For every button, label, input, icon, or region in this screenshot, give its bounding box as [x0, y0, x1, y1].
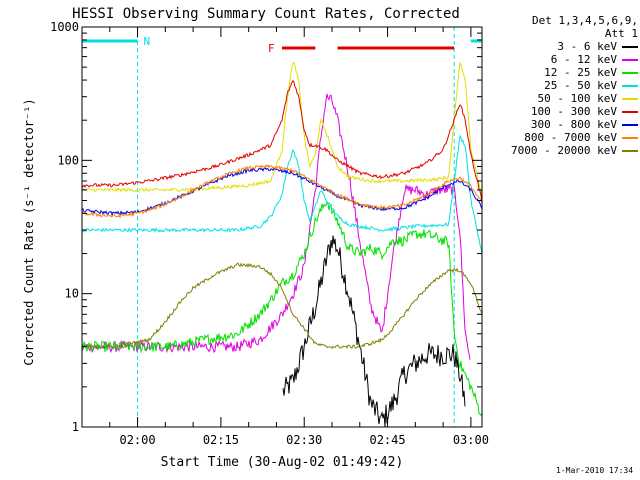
series-line-3	[81, 134, 483, 256]
x-tick-label-2: 02:30	[286, 433, 322, 447]
legend-swatch	[622, 71, 638, 74]
legend-label: 3 - 6 keV	[557, 40, 617, 53]
legend-label: 7000 - 20000 keV	[511, 144, 617, 157]
legend-header-attenuator: Att 1	[604, 27, 638, 40]
flare-label: F	[268, 42, 275, 55]
x-tick-label-3: 02:45	[369, 433, 405, 447]
legend-swatch	[622, 58, 638, 61]
series-line-7	[81, 164, 483, 219]
series-line-8	[81, 262, 483, 350]
y-tick-label-1: 10	[65, 287, 79, 301]
y-tick-label-0: 1	[72, 420, 79, 434]
legend-entry-1: 6 - 12 keV	[488, 53, 638, 66]
legend-label: 25 - 50 keV	[544, 79, 617, 92]
legend-label: 6 - 12 keV	[550, 53, 617, 66]
legend-entry-4: 50 - 100 keV	[488, 92, 638, 105]
series-line-6	[81, 167, 483, 217]
legend-swatch	[622, 84, 638, 87]
x-tick-label-4: 03:00	[453, 433, 489, 447]
legend-entry-8: 7000 - 20000 keV	[488, 144, 638, 157]
legend-entry-2: 12 - 25 keV	[488, 66, 638, 79]
axis-layer: 1 10 100 1000 02:00 02:15 02:30 02:45 03:00	[50, 20, 489, 447]
footer-date: 1-Mar-2010 17:34	[556, 466, 634, 475]
legend-entry-3: 25 - 50 keV	[488, 79, 638, 92]
legend-swatch	[622, 45, 638, 48]
legend-label: 12 - 25 keV	[544, 66, 617, 79]
plot-frame	[81, 26, 483, 428]
chart-title: HESSI Observing Summary Count Rates, Cor…	[72, 6, 460, 22]
legend-label: 100 - 300 keV	[530, 105, 617, 118]
y-tick-label-3: 1000	[50, 20, 79, 34]
legend-swatch	[622, 149, 638, 152]
series-line-5	[81, 79, 483, 201]
legend-label: 50 - 100 keV	[537, 92, 617, 105]
series-line-4	[81, 61, 483, 196]
x-axis-label: Start Time (30-Aug-02 01:49:42)	[161, 455, 404, 470]
y-tick-label-2: 100	[57, 153, 79, 167]
series-line-0	[282, 235, 466, 427]
legend-swatch	[622, 123, 638, 126]
legend-entry-5: 100 - 300 keV	[488, 105, 638, 118]
legend-header-detectors: Det 1,3,4,5,6,9,	[532, 14, 638, 27]
x-tick-label-1: 02:15	[203, 433, 239, 447]
legend-entry-0: 3 - 6 keV	[488, 40, 638, 53]
legend-entry-6: 300 - 800 keV	[488, 118, 638, 131]
series-layer	[81, 61, 483, 427]
series-line-2	[81, 201, 483, 417]
y-axis-label: Corrected Count Rate (s⁻¹ detector⁻¹)	[22, 98, 36, 365]
legend: Det 1,3,4,5,6,9, Att 1 3 - 6 keV 6 - 12 k…	[488, 14, 638, 157]
legend-swatch	[622, 97, 638, 100]
night-label: N	[144, 35, 151, 48]
legend-label: 300 - 800 keV	[530, 118, 617, 131]
legend-label: 800 - 7000 keV	[524, 131, 617, 144]
legend-entry-7: 800 - 7000 keV	[488, 131, 638, 144]
legend-swatch	[622, 110, 638, 113]
x-tick-label-0: 02:00	[119, 433, 155, 447]
legend-swatch	[622, 136, 638, 139]
